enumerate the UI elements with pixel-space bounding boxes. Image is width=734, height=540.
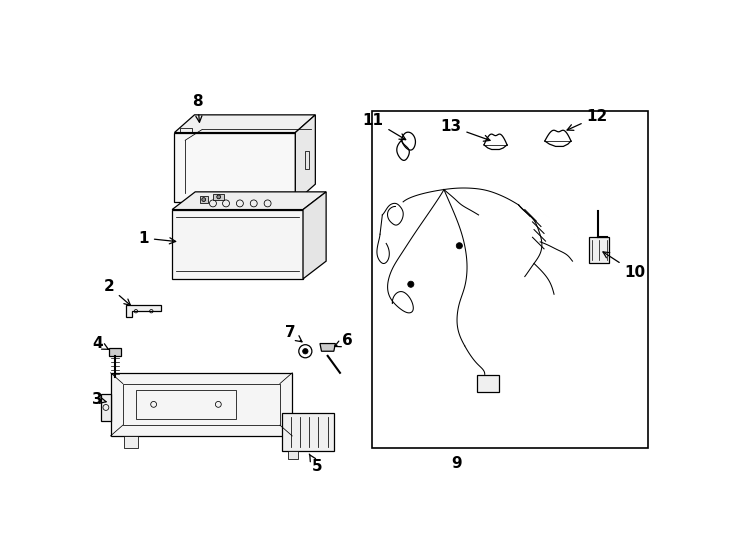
Text: 13: 13 — [440, 119, 490, 141]
Polygon shape — [175, 132, 295, 202]
Text: 4: 4 — [92, 336, 109, 351]
Polygon shape — [288, 451, 297, 459]
Polygon shape — [109, 348, 121, 356]
Text: 6: 6 — [335, 333, 353, 348]
Bar — [372, 111, 648, 448]
Text: 8: 8 — [192, 94, 203, 122]
Polygon shape — [111, 373, 292, 436]
Text: 3: 3 — [92, 392, 106, 407]
Text: 9: 9 — [451, 456, 462, 471]
Polygon shape — [124, 436, 138, 448]
Polygon shape — [589, 237, 609, 262]
Polygon shape — [200, 195, 208, 204]
Polygon shape — [172, 210, 303, 279]
Polygon shape — [126, 305, 161, 318]
Bar — [477, 375, 498, 392]
Polygon shape — [175, 115, 316, 132]
Polygon shape — [213, 194, 225, 200]
Polygon shape — [101, 394, 111, 421]
Polygon shape — [283, 413, 334, 451]
Text: 10: 10 — [603, 252, 645, 280]
Polygon shape — [320, 343, 335, 351]
Text: 11: 11 — [363, 113, 406, 140]
Text: 2: 2 — [103, 279, 131, 306]
Circle shape — [217, 195, 221, 199]
Polygon shape — [172, 192, 326, 210]
Polygon shape — [295, 115, 316, 202]
Circle shape — [457, 242, 462, 249]
Circle shape — [202, 198, 206, 201]
Circle shape — [408, 281, 414, 287]
Text: 12: 12 — [567, 109, 608, 130]
Circle shape — [302, 348, 308, 354]
Text: 5: 5 — [309, 454, 322, 474]
Text: 1: 1 — [139, 231, 175, 246]
Text: 7: 7 — [285, 325, 302, 342]
Polygon shape — [303, 192, 326, 279]
